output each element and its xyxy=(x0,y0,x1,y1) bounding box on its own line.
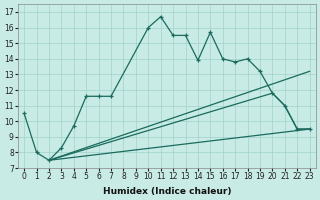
X-axis label: Humidex (Indice chaleur): Humidex (Indice chaleur) xyxy=(103,187,231,196)
